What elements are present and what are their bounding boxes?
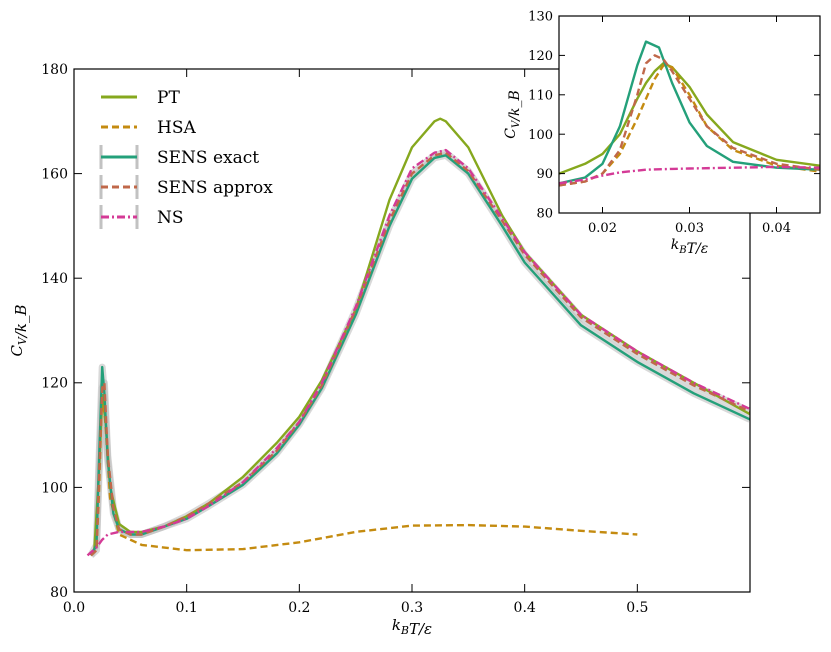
x-tick-label: 0.1 (176, 600, 198, 616)
y-tick-label: 160 (41, 167, 68, 183)
legend: PT HSA SENS exact SENS approx NS (99, 88, 273, 229)
inset-chart: 0.02 0.03 0.04 80 90 100 110 120 130 kBT/ε CV/k_B (503, 10, 821, 257)
x-tick-label: 0.2 (288, 600, 310, 616)
x-tick-label: 0.3 (401, 600, 423, 616)
y-tick-label: 120 (528, 49, 553, 64)
series-line-ns (86, 148, 750, 557)
y-tick-label: 80 (536, 207, 553, 222)
legend-label-ns: NS (157, 208, 184, 228)
y-axis-label: CV/k_B (8, 305, 30, 357)
series-line-pt (93, 117, 750, 551)
y-tick-label: 110 (528, 88, 553, 103)
y-tick-label: 120 (41, 376, 68, 392)
y-tick-label: 130 (528, 10, 553, 25)
plot-area-background (559, 16, 820, 213)
x-tick-label: 0.0 (63, 600, 85, 616)
y-tick-label: 80 (50, 585, 68, 601)
series-line-sens-approx (559, 54, 820, 187)
legend-label-sens-exact: SENS exact (157, 148, 259, 168)
y-tick-label: 100 (41, 480, 68, 496)
series-group (559, 40, 820, 187)
y-tick-label: 180 (41, 62, 68, 78)
legend-label-pt: PT (157, 88, 180, 108)
y-tick-label: 90 (536, 167, 553, 182)
legend-label-sens-approx: SENS approx (157, 178, 273, 198)
x-tick-label: 0.5 (626, 600, 648, 616)
x-tick-label: 0.04 (762, 221, 791, 236)
y-tick-label: 100 (528, 128, 553, 143)
series-line-sens-exact (559, 40, 820, 185)
legend-label-hsa: HSA (157, 118, 196, 138)
series-line-pt (559, 62, 820, 175)
series-group (86, 117, 750, 558)
x-tick-label: 0.4 (514, 600, 536, 616)
series-line-sens-approx (90, 151, 750, 557)
y-tick-label: 140 (41, 271, 68, 287)
series-line-ns (559, 165, 820, 185)
x-axis-label: kBT/ε (392, 616, 432, 638)
x-tick-label: 0.03 (675, 221, 704, 236)
y-axis-label: CV/k_B (503, 90, 523, 139)
x-axis-label: kBT/ε (671, 237, 708, 257)
x-tick-label: 0.02 (588, 221, 617, 236)
